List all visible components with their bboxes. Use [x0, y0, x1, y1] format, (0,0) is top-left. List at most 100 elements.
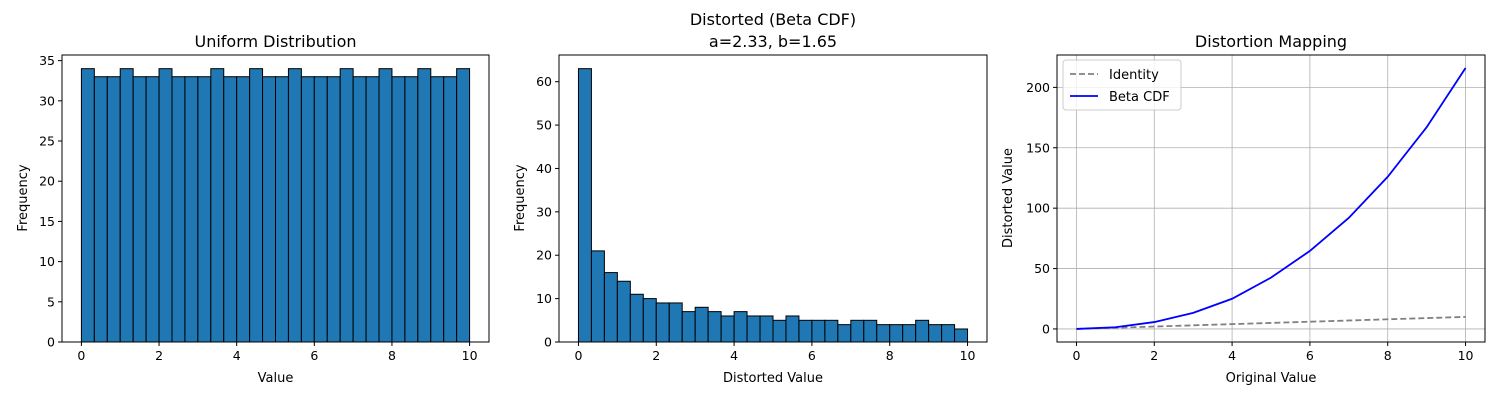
panel-distorted: Distorted (Beta CDF) a=2.33, b=1.65 Dist… [513, 10, 988, 386]
y-tick-label: 0 [47, 335, 55, 350]
x-tick-label: 10 [960, 348, 976, 363]
line-group [1076, 67, 1467, 330]
histogram-bar [80, 68, 95, 343]
histogram-bar [785, 315, 800, 343]
x-tick-label: 8 [886, 348, 894, 363]
histogram-bar [746, 315, 761, 343]
histogram-bar [850, 319, 865, 343]
histogram-bar [145, 76, 160, 343]
histogram-bar [132, 76, 147, 343]
tick-group: 0 2 4 6 8 10 0 10 20 30 40 50 60 [536, 74, 975, 363]
x-tick-label: 10 [462, 348, 478, 363]
y-tick-label: 150 [1026, 140, 1050, 155]
x-tick-label: 8 [388, 348, 396, 363]
y-tick-label: 25 [39, 134, 55, 149]
series-line-beta-cdf [1076, 67, 1467, 330]
histogram-bar [941, 324, 956, 343]
y-tick-label: 40 [536, 161, 552, 176]
histogram-bar [158, 68, 173, 343]
histogram-bar [798, 319, 813, 343]
histogram-bar [681, 311, 696, 343]
histogram-bar [772, 319, 787, 343]
x-tick-label: 6 [808, 348, 816, 363]
y-tick-label: 30 [536, 204, 552, 219]
y-tick-label: 50 [536, 118, 552, 133]
histogram-bar [577, 68, 592, 343]
y-tick-label: 10 [39, 254, 55, 269]
histogram-bar [197, 76, 212, 343]
histogram-bar [93, 76, 108, 343]
x-tick-label: 2 [1150, 348, 1158, 363]
y-tick-label: 50 [1034, 261, 1050, 276]
histogram-bar [262, 76, 277, 343]
histogram-bar [339, 68, 354, 343]
bar-group [80, 68, 471, 343]
y-tick-label: 15 [39, 214, 55, 229]
y-tick-label: 20 [39, 174, 55, 189]
histogram-bar [119, 68, 134, 343]
histogram-bar [954, 328, 969, 343]
y-tick-label: 0 [544, 335, 552, 350]
histogram-bar [184, 76, 199, 343]
legend-box [1062, 59, 1182, 111]
histogram-bar [443, 76, 458, 343]
histogram-bar [313, 76, 328, 343]
plot-frame [61, 54, 490, 343]
histogram-bar [106, 76, 121, 343]
tick-group: 0 2 4 6 8 10 0 5 10 15 20 25 30 35 [39, 53, 477, 363]
histogram-bar [456, 68, 471, 343]
x-tick-label: 4 [233, 348, 241, 363]
histogram-bar [889, 324, 904, 343]
histogram-bar [694, 306, 709, 343]
histogram-bar [275, 76, 289, 343]
y-tick-label: 30 [39, 93, 55, 108]
y-tick-label: 5 [47, 294, 55, 309]
histogram-bar [707, 311, 722, 343]
x-tick-label: 2 [155, 348, 163, 363]
y-axis-label: Frequency [16, 164, 31, 231]
x-tick-label: 4 [1228, 348, 1236, 363]
legend-label-identity: Identity [1109, 68, 1159, 83]
histogram-bar [863, 319, 878, 343]
histogram-bar [655, 302, 670, 343]
histogram-bar [417, 68, 432, 343]
histogram-bar [668, 302, 683, 343]
plot-frame [1056, 54, 1486, 343]
histogram-bar [720, 315, 735, 343]
histogram-bar [223, 76, 238, 343]
histogram-bar [300, 76, 315, 343]
y-axis-label: Frequency [513, 164, 528, 231]
histogram-bar [326, 76, 341, 343]
chart-title: Distortion Mapping [1195, 32, 1347, 51]
histogram-bar [249, 68, 264, 343]
panel-mapping: Distortion Mapping Original Value Distor… [1001, 32, 1486, 386]
x-axis-label: Distorted Value [723, 371, 823, 386]
x-tick-label: 4 [730, 348, 738, 363]
histogram-bar [811, 319, 826, 343]
series-line-identity [1076, 315, 1466, 330]
histogram-bar [430, 76, 445, 343]
histogram-bar [928, 324, 943, 343]
histogram-bar [590, 250, 605, 343]
x-tick-label: 2 [652, 348, 660, 363]
y-tick-label: 0 [1042, 321, 1050, 336]
x-axis-label: Value [258, 371, 294, 386]
x-tick-label: 6 [310, 348, 318, 363]
histogram-bar [236, 76, 251, 343]
histogram-bar [902, 324, 917, 343]
x-tick-label: 10 [1458, 348, 1474, 363]
y-tick-label: 60 [536, 74, 552, 89]
x-tick-label: 6 [1306, 348, 1314, 363]
chart-title: Distorted (Beta CDF) [690, 10, 856, 29]
histogram-bar [171, 76, 186, 343]
histogram-bar [629, 293, 644, 343]
plot-frame [558, 54, 988, 343]
legend-label-beta-cdf: Beta CDF [1109, 90, 1170, 105]
x-tick-label: 0 [1072, 348, 1080, 363]
y-tick-label: 35 [39, 53, 55, 68]
chart-title: Uniform Distribution [194, 32, 356, 51]
histogram-bar [642, 298, 657, 343]
histogram-bar [824, 319, 839, 343]
